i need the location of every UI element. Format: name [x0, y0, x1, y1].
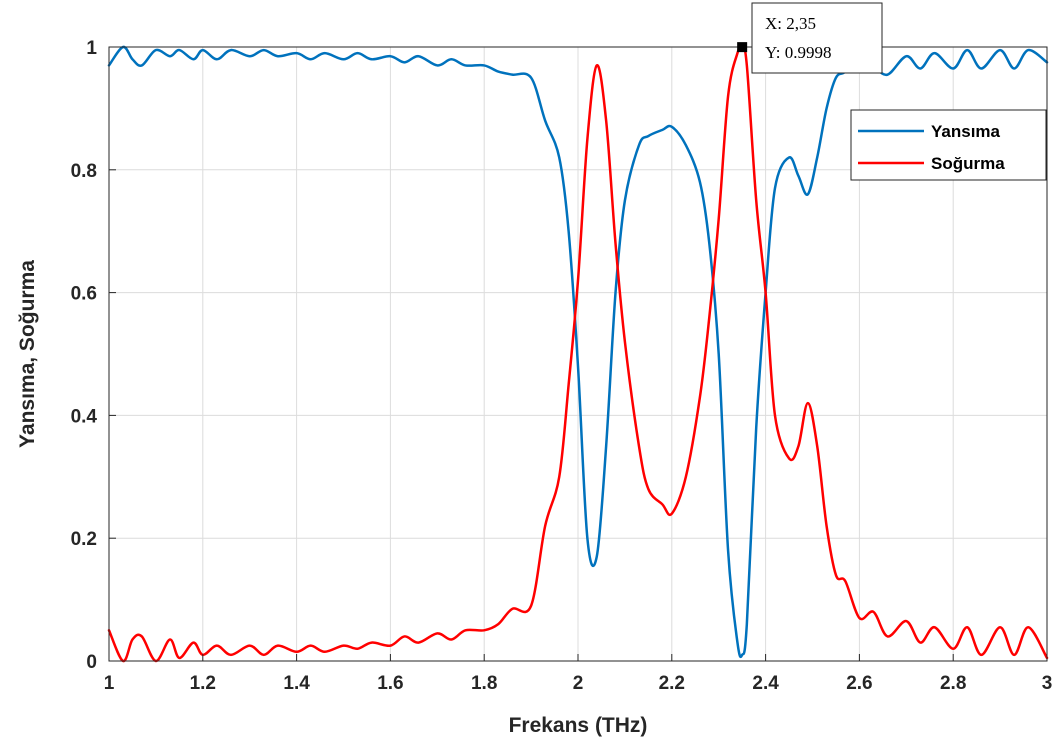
x-tick-label: 2.2: [659, 673, 685, 694]
y-tick-label: 0.4: [71, 406, 98, 427]
datatip[interactable]: X: 2,35 Y: 0.9998: [737, 2, 883, 74]
datatip-box: [751, 2, 883, 74]
x-tick-label: 1: [104, 673, 115, 694]
datatip-y-label: Y: 0.9998: [765, 43, 831, 62]
x-tick-label: 2.4: [752, 673, 779, 694]
y-axis-label: Yansıma, Soğurma: [16, 260, 39, 448]
x-tick-label: 1.8: [471, 673, 497, 694]
datatip-marker: [737, 42, 748, 53]
x-axis-label: Frekans (THz): [509, 714, 648, 737]
x-tick-label: 1.2: [190, 673, 216, 694]
y-tick-label: 1: [86, 38, 97, 59]
x-tick-label: 2.6: [846, 673, 872, 694]
series-line-sogurma: [107, 44, 1049, 663]
datatip-x-label: X: 2,35: [765, 14, 816, 33]
y-tick-label: 0.6: [71, 284, 97, 305]
legend-label-yansima: Yansıma: [931, 122, 1001, 141]
y-tick-label: 0: [86, 652, 97, 673]
x-tick-label: 3: [1042, 673, 1053, 694]
x-tick-label: 2.8: [940, 673, 966, 694]
x-tick-label: 1.4: [283, 673, 310, 694]
x-tick-label: 2: [573, 673, 584, 694]
y-tick-label: 0.8: [71, 161, 97, 182]
x-tick-label: 1.6: [377, 673, 403, 694]
legend-label-sogurma: Soğurma: [931, 154, 1005, 173]
legend[interactable]: Yansıma Soğurma: [850, 109, 1047, 181]
ticks-layer: 1 1.2 1.4 1.6 1.8 2 2.2 2.4 2.6 2.8 3 0 0.2 0.4 0.6 0.8…: [71, 38, 1053, 694]
y-tick-label: 0.2: [71, 529, 97, 550]
legend-box: [850, 109, 1047, 181]
